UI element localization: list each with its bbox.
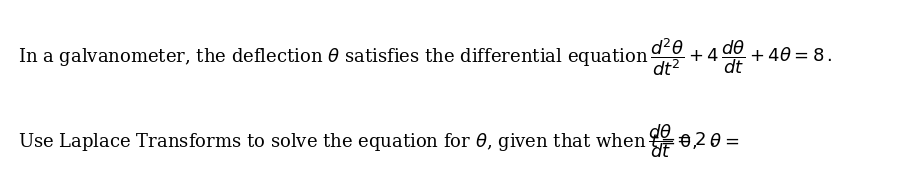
Text: Use Laplace Transforms to solve the equation for $\theta$, given that when $t = : Use Laplace Transforms to solve the equa… xyxy=(18,131,740,153)
Text: In a galvanometer, the deflection $\theta$ satisfies the differential equation: In a galvanometer, the deflection $\thet… xyxy=(18,46,649,68)
Text: $\dfrac{d^2\theta}{dt^2} + 4\,\dfrac{d\theta}{dt} + 4\theta = 8\,.$: $\dfrac{d^2\theta}{dt^2} + 4\,\dfrac{d\t… xyxy=(650,36,832,78)
Text: $\dfrac{d\theta}{dt} = 2\,.$: $\dfrac{d\theta}{dt} = 2\,.$ xyxy=(648,123,715,160)
